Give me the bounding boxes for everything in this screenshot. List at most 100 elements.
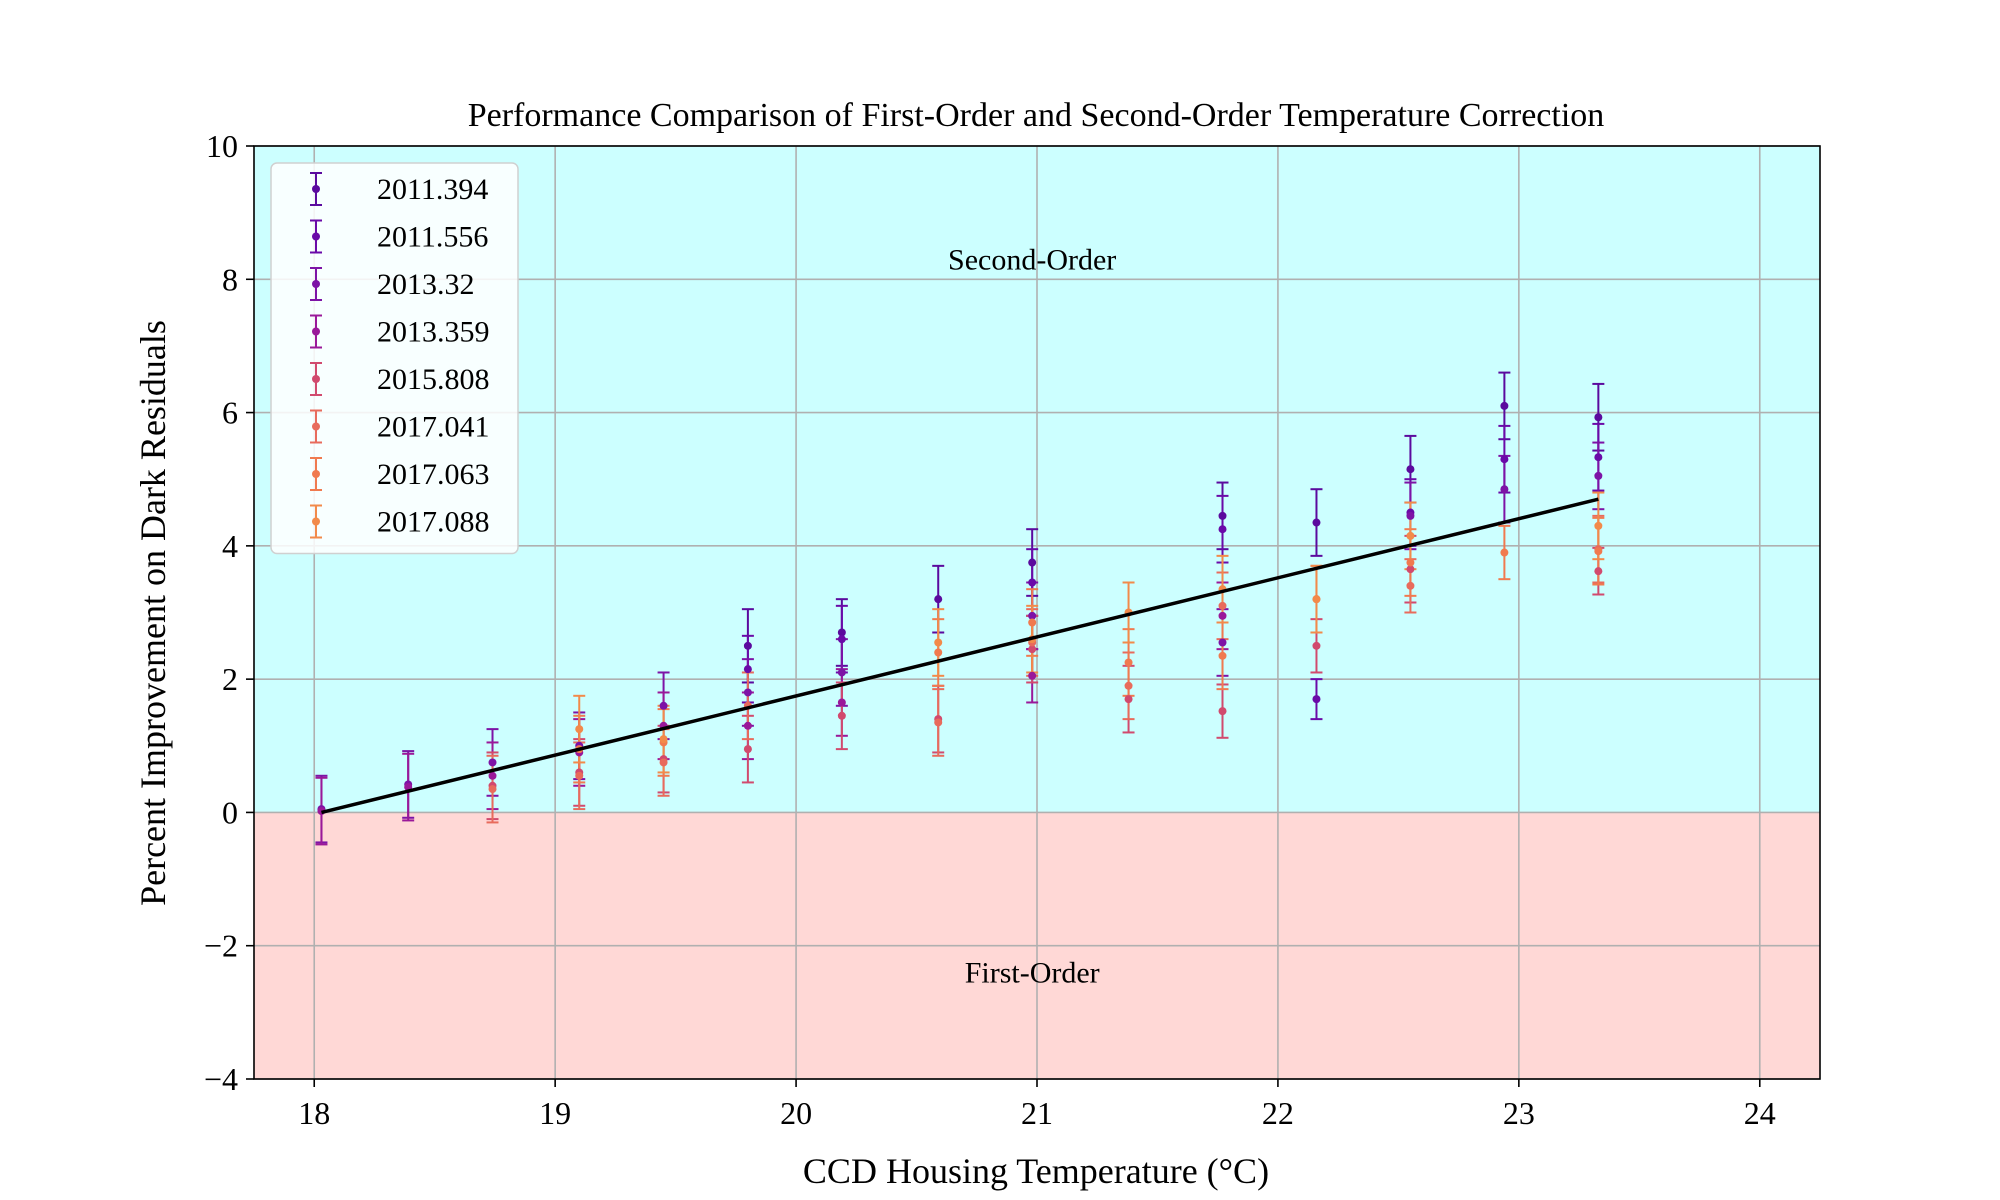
data-point [488,758,497,767]
data-point [1124,658,1133,667]
data-point [934,718,943,727]
data-point [743,745,752,754]
data-point [575,771,584,780]
legend-label: 2017.088 [377,506,490,539]
data-point [1218,611,1227,620]
legend-marker [312,470,320,478]
legend-label: 2011.394 [377,173,488,206]
data-point [1500,485,1509,494]
x-axis-ticks: 18 19 20 21 22 23 24 [298,1079,1776,1131]
legend-marker [312,232,320,241]
data-point [837,635,846,644]
data-point [743,641,752,650]
legend-label: 2017.063 [377,458,490,491]
data-point [659,735,668,744]
legend-marker [312,327,320,336]
x-tick-label: 19 [539,1095,571,1131]
x-tick-label: 18 [298,1095,330,1131]
data-point [1028,558,1037,567]
data-point [934,638,943,647]
data-point [1406,465,1415,474]
data-point [1406,565,1415,574]
y-tick-label: 6 [222,395,238,431]
fit-line [321,497,1599,815]
legend-label: 2013.359 [377,316,490,349]
data-point [1218,511,1227,520]
data-point [837,628,846,637]
data-point [1594,453,1603,462]
data-point [743,688,752,697]
data-point [575,725,584,734]
second-order-label: Second-Order [948,243,1116,276]
data-point [743,665,752,674]
data-point [1028,645,1037,654]
x-tick-label: 23 [1503,1095,1535,1131]
data-point [1124,681,1133,690]
y-axis-label: Percent Improvement on Dark Residuals [133,320,173,906]
data-point [1028,578,1037,587]
y-tick-label: 4 [222,528,238,564]
legend-label: 2015.808 [377,363,490,396]
x-tick-label: 24 [1744,1095,1776,1131]
x-tick-label: 20 [780,1095,812,1131]
data-point [934,595,943,604]
data-point [743,721,752,730]
data-point [1594,471,1603,480]
y-tick-label: 10 [206,128,238,164]
data-point [1594,567,1603,576]
data-point [1218,638,1227,647]
data-point [837,711,846,720]
data-point [837,698,846,707]
data-point [1594,413,1603,422]
data-point [1028,671,1037,680]
data-point [1124,695,1133,704]
legend-label: 2011.556 [377,221,488,254]
data-point [1218,525,1227,534]
y-axis-ticks: −4 −2 0 2 4 6 8 10 [204,128,254,1097]
data-point [1500,548,1509,557]
data-point [837,668,846,677]
y-tick-label: 2 [222,661,238,697]
data-point [1406,558,1415,567]
legend-marker [312,517,320,526]
data-point [1312,641,1321,650]
data-point [1594,521,1603,530]
y-tick-label: 0 [222,794,238,830]
legend-label: 2013.32 [377,268,475,301]
y-tick-label: −4 [204,1061,238,1097]
data-point [1218,601,1227,610]
data-point [1500,401,1509,410]
data-point [1500,455,1509,464]
data-point [934,648,943,657]
legend-marker [312,280,320,288]
data-point [1028,618,1037,627]
data-points [317,401,1603,816]
data-point [1218,707,1227,716]
data-point [659,701,668,710]
data-point [488,771,497,780]
data-point [1406,581,1415,590]
legend: 2011.394 2011.556 2013.32 2013.359 2015.808 2… [270,162,519,555]
legend-box [270,162,519,555]
x-axis-label: CCD Housing Temperature (°C) [803,1151,1269,1191]
chart-title: Performance Comparison of First-Order an… [468,97,1605,134]
data-point [1594,547,1603,556]
data-point [1312,695,1321,704]
first-order-label: First-Order [965,956,1100,989]
legend-marker [312,185,320,193]
x-tick-label: 22 [1262,1095,1294,1131]
data-point [659,758,668,767]
y-tick-label: −2 [204,928,238,964]
data-point [1406,531,1415,540]
x-tick-label: 21 [1021,1095,1053,1131]
data-point [1312,518,1321,527]
legend-marker [312,375,320,383]
data-point [1218,651,1227,660]
legend-label: 2017.041 [377,411,490,444]
legend-marker [312,422,320,431]
data-point [1312,595,1321,604]
data-point [1406,511,1415,520]
y-tick-label: 8 [222,261,238,297]
data-point [1028,611,1037,620]
